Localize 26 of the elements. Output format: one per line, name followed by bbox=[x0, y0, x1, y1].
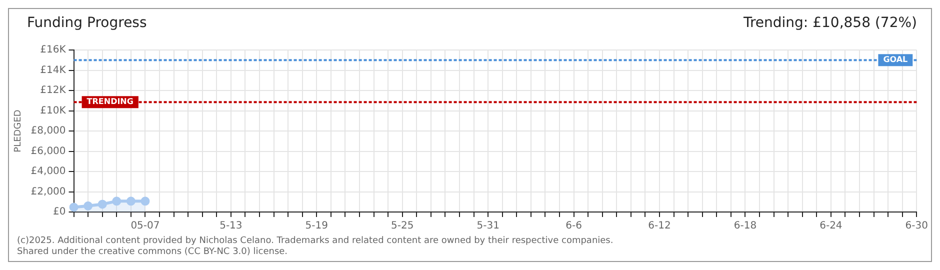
x-tick-label: 5-19 bbox=[305, 220, 328, 232]
y-tick-label: £12K bbox=[40, 85, 66, 96]
y-tick-label: £6,000 bbox=[30, 146, 66, 157]
y-tick-label: £0 bbox=[53, 206, 66, 218]
x-tick-label: 5-25 bbox=[391, 220, 414, 232]
y-tick-label: £2,000 bbox=[30, 186, 66, 198]
chart-subtitle: Trending: £10,858 (72%) bbox=[743, 15, 917, 33]
x-tick-label: 6-12 bbox=[648, 220, 671, 232]
text: Shared under the creative commons (CC BY-NC 3.0) license. bbox=[17, 247, 289, 258]
ref-line-label: GOAL bbox=[883, 55, 908, 64]
y-tick-label: £8,000 bbox=[30, 126, 66, 137]
ref-line-label: TRENDING bbox=[86, 97, 134, 106]
y-tick-label: £4,000 bbox=[30, 166, 66, 178]
y-axis-title: PLEDGED bbox=[14, 110, 24, 152]
y-tick-label: £14K bbox=[40, 64, 66, 76]
x-tick-label: 5-13 bbox=[220, 220, 242, 232]
y-tick-label: £10K bbox=[40, 105, 66, 116]
x-tick-label: 6-24 bbox=[820, 220, 842, 232]
x-tick-label: 5-31 bbox=[476, 220, 500, 232]
x-tick-label: 6-18 bbox=[734, 220, 757, 232]
x-tick-label: 05-07 bbox=[130, 220, 160, 232]
x-tick-label: 6-30 bbox=[905, 220, 928, 232]
chart-title: Funding Progress bbox=[27, 15, 147, 33]
y-tick-label: £16K bbox=[40, 44, 66, 56]
x-tick-label: 6-6 bbox=[566, 220, 582, 232]
text: (c)2025. Additional content provided by Nicholas Celano. Trademarks and related content are owned by their respective companies. bbox=[17, 236, 614, 247]
